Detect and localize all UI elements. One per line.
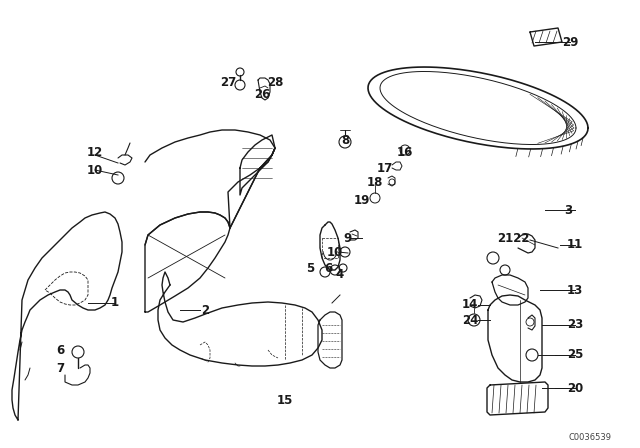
Text: 4: 4 (336, 268, 344, 281)
Text: 15: 15 (277, 393, 293, 406)
Text: 20: 20 (567, 382, 583, 395)
Text: 12: 12 (87, 146, 103, 159)
Text: 3: 3 (564, 203, 572, 216)
Text: 8: 8 (341, 134, 349, 146)
Text: C0036539: C0036539 (568, 434, 611, 443)
Text: 16: 16 (397, 146, 413, 159)
Text: 13: 13 (567, 284, 583, 297)
Text: 14: 14 (462, 298, 478, 311)
Text: 6: 6 (324, 262, 332, 275)
Text: 24: 24 (462, 314, 478, 327)
Text: 27: 27 (220, 76, 236, 89)
Text: 5: 5 (306, 262, 314, 275)
Text: 6: 6 (56, 344, 64, 357)
Text: 2122: 2122 (497, 232, 529, 245)
Text: 11: 11 (567, 238, 583, 251)
Text: 18: 18 (367, 176, 383, 189)
Text: 19: 19 (354, 194, 370, 207)
Text: 9: 9 (344, 232, 352, 245)
Text: 2: 2 (201, 303, 209, 316)
Text: 29: 29 (562, 35, 578, 48)
Text: 17: 17 (377, 161, 393, 175)
Text: 10: 10 (87, 164, 103, 177)
Text: 7: 7 (56, 362, 64, 375)
Text: 10: 10 (327, 246, 343, 259)
Text: 23: 23 (567, 319, 583, 332)
Text: 1: 1 (111, 297, 119, 310)
Text: 26: 26 (254, 89, 270, 102)
Text: 28: 28 (267, 76, 283, 89)
Text: 25: 25 (567, 349, 583, 362)
